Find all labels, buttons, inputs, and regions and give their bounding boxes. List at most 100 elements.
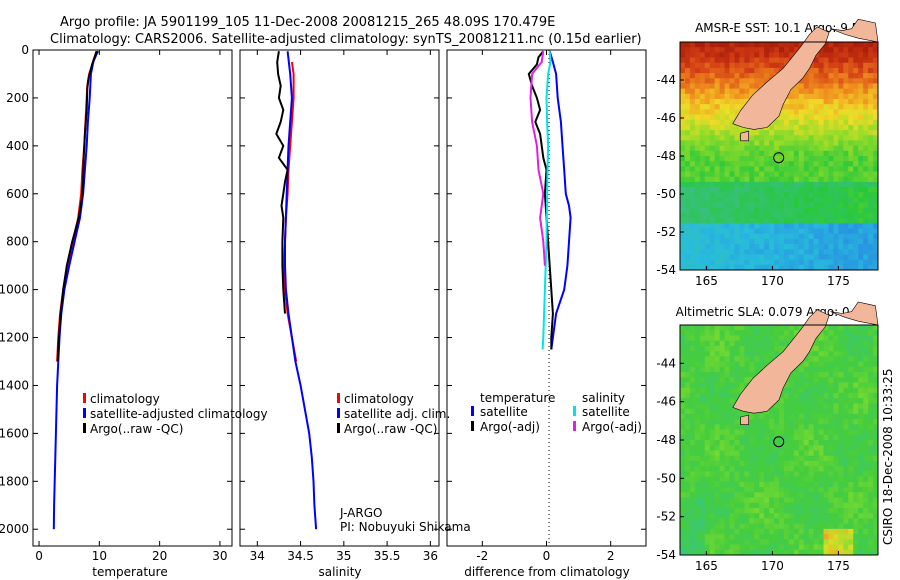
grid-cell (774, 507, 780, 514)
grid-cell (714, 238, 721, 245)
grid-cell (744, 93, 750, 100)
grid-cell (769, 244, 775, 250)
grid-cell (714, 487, 721, 493)
grid-cell (680, 492, 686, 498)
grid-cell (873, 351, 879, 357)
grid-cell (739, 440, 745, 446)
grid-cell (858, 42, 864, 48)
south-island-landmass (732, 309, 830, 414)
grid-cell (684, 340, 691, 347)
grid-cell (769, 455, 775, 462)
grid-cell (783, 518, 790, 525)
grid-cell (774, 259, 780, 266)
grid-cell (808, 507, 815, 514)
grid-cell (704, 187, 711, 193)
grid-cell (749, 187, 755, 193)
grid-cell (873, 507, 879, 514)
grid-cell (779, 403, 785, 410)
grid-cell (868, 429, 874, 436)
grid-cell (798, 135, 805, 141)
grid-cell (868, 114, 874, 121)
grid-cell (803, 207, 810, 214)
grid-cell (729, 145, 735, 152)
grid-cell (868, 481, 874, 488)
grid-cell (734, 161, 740, 167)
grid-cell (803, 387, 810, 394)
grid-cell (838, 47, 844, 53)
grid-cell (724, 361, 730, 368)
grid-cell (873, 99, 879, 105)
grid-cell (684, 481, 691, 488)
grid-cell (680, 130, 686, 136)
grid-cell (853, 534, 859, 540)
grid-cell (823, 398, 829, 404)
grid-cell (873, 140, 879, 147)
grid-cell (818, 78, 825, 84)
grid-cell (734, 455, 740, 462)
grid-cell (833, 114, 839, 121)
grid-cell (818, 466, 825, 472)
grid-cell (769, 466, 775, 472)
grid-cell (699, 109, 706, 116)
grid-cell (719, 197, 726, 204)
grid-cell (764, 52, 770, 59)
grid-cell (788, 202, 795, 209)
grid-cell (833, 104, 839, 110)
grid-cell (863, 197, 869, 204)
grid-cell (754, 466, 760, 472)
grid-cell (714, 130, 721, 136)
grid-cell (798, 497, 805, 504)
grid-cell (788, 507, 795, 514)
grid-cell (754, 145, 760, 152)
grid-cell (783, 228, 790, 235)
grid-cell (833, 382, 839, 389)
grid-cell (803, 507, 810, 514)
grid-cell (769, 523, 775, 530)
grid-cell (680, 264, 686, 271)
grid-cell (788, 419, 795, 425)
grid-cell (734, 67, 740, 74)
grid-cell (764, 487, 770, 493)
grid-cell (724, 549, 730, 556)
grid-cell (704, 471, 711, 478)
grid-cell (873, 513, 879, 519)
grid-cell (868, 544, 874, 551)
grid-cell (769, 238, 775, 245)
grid-cell (699, 460, 706, 467)
grid-cell (873, 434, 879, 441)
grid-cell (714, 424, 721, 431)
grid-cell (873, 238, 879, 245)
grid-cell (684, 254, 691, 261)
grid-cell (729, 366, 735, 373)
grid-cell (803, 83, 810, 90)
grid-cell (764, 254, 770, 261)
grid-cell (724, 356, 730, 363)
grid-cell (684, 471, 691, 478)
grid-cell (823, 528, 829, 535)
grid-cell (739, 351, 745, 357)
grid-cell (699, 528, 706, 535)
grid-cell (719, 340, 726, 347)
grid-cell (689, 330, 696, 336)
grid-cell (818, 534, 825, 540)
grid-cell (714, 429, 721, 436)
grid-cell (754, 434, 760, 441)
grid-cell (754, 213, 760, 219)
grid-cell (853, 88, 859, 95)
grid-cell (724, 345, 730, 352)
grid-cell (848, 507, 854, 514)
grid-cell (754, 73, 760, 79)
grid-cell (699, 325, 706, 331)
grid-cell (734, 192, 740, 198)
grid-cell (694, 233, 701, 240)
grid-cell (699, 254, 706, 261)
grid-cell (823, 392, 829, 399)
grid-cell (843, 52, 849, 59)
grid-cell (764, 197, 770, 204)
grid-cell (788, 445, 795, 451)
grid-cell (788, 481, 795, 488)
grid-cell (863, 487, 869, 493)
grid-cell (848, 176, 854, 183)
grid-cell (873, 73, 879, 79)
grid-cell (689, 187, 696, 193)
